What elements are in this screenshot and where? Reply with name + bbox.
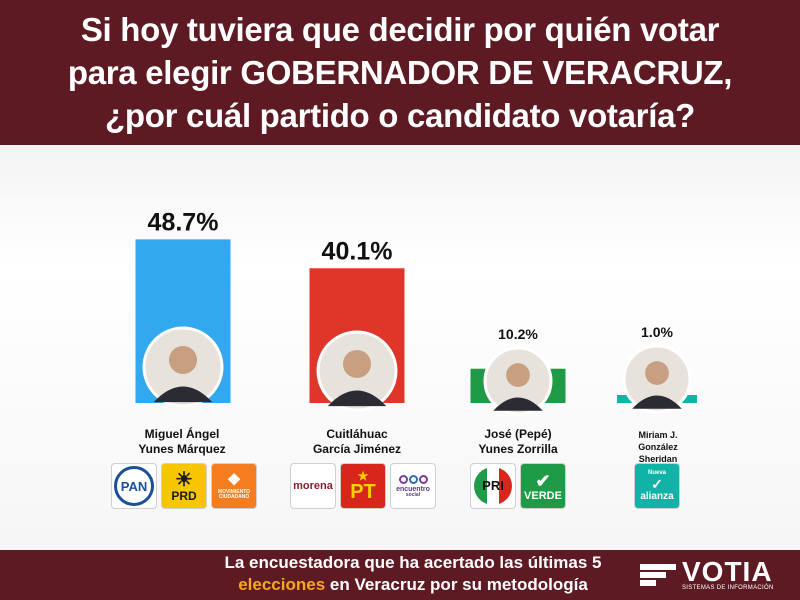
party-logos-group-4: Nueva ✓ alianza — [634, 463, 680, 509]
candidate-avatar-3 — [483, 346, 553, 416]
sun-icon: ☀ — [175, 469, 193, 491]
candidate-avatar-1 — [142, 326, 224, 408]
value-label-1: 48.7% — [148, 208, 219, 236]
votia-logo: VOTIA SISTEMAS DE INFORMACIÓN — [640, 555, 796, 595]
footer-tagline: La encuestadora que ha acertado las últi… — [224, 553, 602, 594]
bar-chart: 48.7% 40.1% 10.2% 1.0% — [135, 208, 697, 416]
candidate-name-gonzalez-sheridan: Miriam J. González Sheridan — [638, 430, 678, 464]
prd-logo: ☀ PRD — [161, 463, 207, 509]
brand-subtitle: SISTEMAS DE INFORMACIÓN — [682, 584, 774, 591]
party-logos-group-2: morena ★ PT encuentro social — [290, 463, 436, 509]
eagle-icon: ❖ — [226, 472, 242, 489]
movimiento-ciudadano-logo: ❖ MOVIMIENTO CIUDADANO — [211, 463, 257, 509]
votia-mark-icon — [640, 562, 676, 588]
candidate-avatar-2 — [316, 330, 398, 412]
value-label-3: 10.2% — [498, 326, 538, 342]
party-logos-group-3: PRI ✔ VERDE — [470, 463, 566, 509]
pri-logo: PRI — [470, 463, 516, 509]
footer-banner: La encuestadora que ha acertado las últi… — [0, 550, 800, 600]
brand-name: VOTIA — [682, 555, 773, 587]
header-title-line-1: Si hoy tuviera que decidir por quién vot… — [80, 11, 720, 48]
party-logos-group-1: PAN ☀ PRD ❖ MOVIMIENTO CIUDADANO — [111, 463, 257, 509]
toucan-icon: ✔ — [535, 470, 551, 491]
nueva-alianza-logo: Nueva ✓ alianza — [634, 463, 680, 509]
verde-logo: ✔ VERDE — [520, 463, 566, 509]
candidate-name-garcia-jimenez: Cuitláhuac García Jiménez — [312, 427, 402, 456]
encuentro-social-logo: encuentro social — [390, 463, 436, 509]
pt-logo: ★ PT — [340, 463, 386, 509]
candidate-avatar-4 — [622, 344, 692, 414]
circles-icon — [398, 474, 428, 484]
check-icon: ✓ — [651, 476, 663, 492]
candidate-name-yunes-marquez: Miguel Ángel Yunes Márquez — [138, 427, 226, 456]
header-title-line-2: para elegir GOBERNADOR DE VERACRUZ, — [67, 54, 733, 91]
chart-area: 48.7% 40.1% 10.2% 1.0% Miguel Ángel Yunes Má… — [0, 145, 800, 550]
star-icon: ★ — [357, 469, 369, 483]
candidate-name-yunes-zorrilla: José (Pepé) Yunes Zorrilla — [478, 427, 558, 456]
value-label-2: 40.1% — [322, 237, 393, 265]
header-banner: Si hoy tuviera que decidir por quién vot… — [0, 0, 800, 145]
header-title-line-3: ¿por cuál partido o candidato votaría? — [105, 97, 695, 134]
morena-logo: morena — [290, 463, 336, 509]
value-label-4: 1.0% — [641, 324, 673, 340]
pan-logo: PAN — [111, 463, 157, 509]
